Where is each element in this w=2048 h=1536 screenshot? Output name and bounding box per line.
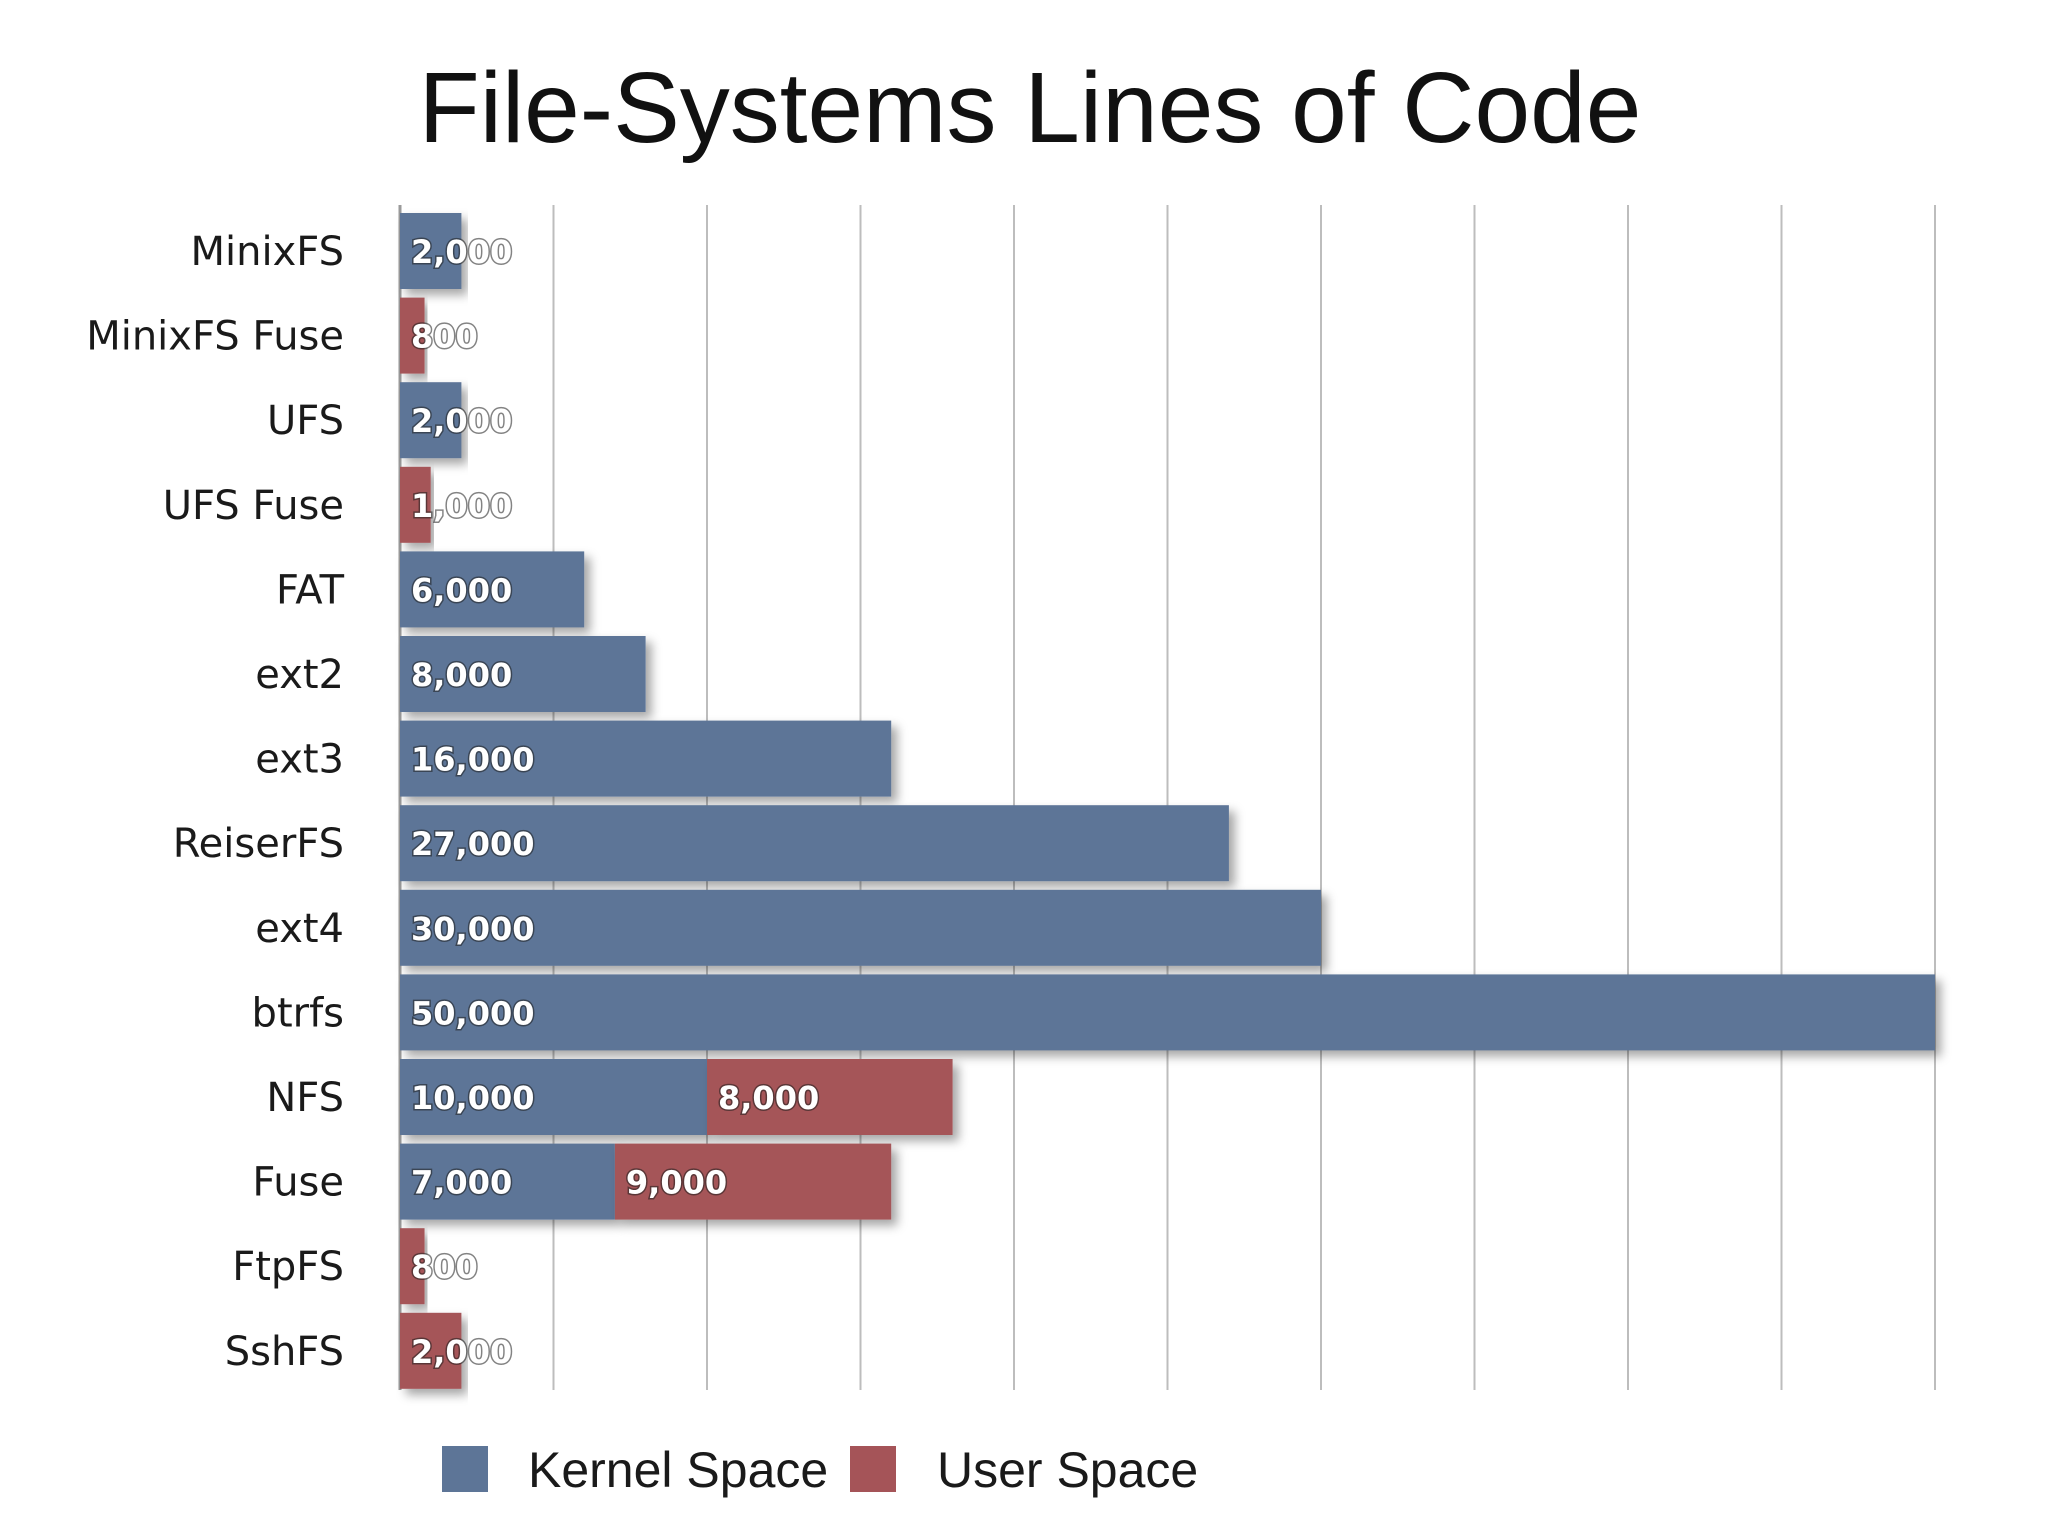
category-label: UFS Fuse	[163, 483, 344, 529]
category-label: btrfs	[252, 990, 344, 1036]
bar-kernel-space	[400, 551, 585, 628]
bar-value-label: 27,000	[411, 825, 534, 863]
bar-value-label: 800	[411, 1248, 478, 1286]
bar-kernel-space	[400, 805, 1229, 882]
category-label: NFS	[266, 1075, 344, 1121]
legend-swatch-kernel-space	[442, 1446, 488, 1492]
bar-value-label: 16,000	[411, 741, 534, 779]
category-label: MinixFS	[191, 229, 344, 275]
bar-user-space	[400, 1312, 462, 1389]
bar-user-space	[707, 1059, 953, 1135]
bar-kernel-space	[400, 1143, 615, 1220]
bar-kernel-space	[400, 382, 462, 459]
bar-kernel-space	[400, 889, 1321, 966]
category-label: UFS	[267, 398, 344, 444]
bar-value-label: 8,000	[718, 1079, 819, 1117]
category-label: Fuse	[252, 1160, 344, 1206]
category-label: MinixFS Fuse	[86, 314, 344, 360]
category-label: ext2	[255, 652, 344, 698]
bar-value-label: 50,000	[411, 994, 534, 1032]
bar-value-label: 6,000	[411, 571, 512, 609]
category-label: ext4	[255, 906, 344, 952]
bar-kernel-space	[400, 636, 646, 712]
bar-value-label: 30,000	[411, 910, 534, 948]
legend: Kernel Space User Space	[442, 1442, 1198, 1498]
chart-title: File-Systems Lines of Code	[419, 52, 1642, 164]
category-label: FAT	[276, 567, 345, 613]
bar-user-space	[400, 1228, 425, 1305]
category-label: ext3	[255, 737, 344, 783]
bar-value-label: 9,000	[626, 1164, 727, 1202]
category-label: ReiserFS	[173, 821, 344, 867]
labels-layer: MinixFS 2,000 MinixFS Fuse 800 UFS 2,000 UFS F…	[86, 229, 821, 1375]
grid-layer	[398, 205, 1936, 1390]
bars-layer	[400, 213, 1935, 1389]
bar-value-label: 10,000	[411, 1079, 534, 1117]
bar-value-label: 2,000	[411, 1333, 512, 1371]
bar-user-space	[400, 297, 425, 374]
bar-user-space	[614, 1143, 892, 1220]
bar-value-label: 7,000	[411, 1164, 512, 1202]
category-label: SshFS	[225, 1329, 344, 1375]
bar-kernel-space	[400, 974, 1935, 1051]
bar-kernel-space	[400, 720, 892, 797]
legend-label-user-space: User Space	[937, 1442, 1198, 1498]
bar-value-label: 2,000	[411, 402, 512, 440]
bar-value-label: 1,000	[411, 487, 512, 525]
bar-value-label: 8,000	[411, 656, 512, 694]
category-label: FtpFS	[232, 1244, 344, 1290]
legend-label-kernel-space: Kernel Space	[528, 1442, 828, 1498]
bar-user-space	[400, 466, 431, 543]
bar-kernel-space	[400, 213, 462, 289]
legend-swatch-user-space	[850, 1446, 896, 1492]
bar-value-label: 800	[411, 318, 478, 356]
bar-kernel-space	[400, 1059, 707, 1135]
bar-value-label: 2,000	[411, 233, 512, 271]
